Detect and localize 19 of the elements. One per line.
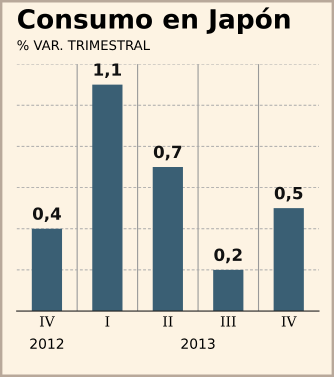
text: 2013	[181, 338, 215, 349]
x-tick-label: III	[220, 316, 236, 326]
bar	[32, 228, 62, 312]
x-tick-label: II	[163, 316, 173, 326]
chart-title: Consumo en Japón	[18, 7, 290, 34]
data-label: 1,1	[94, 63, 121, 78]
data-label: 0,5	[274, 186, 302, 202]
x-tick-label: IV	[282, 316, 297, 326]
data-label: 0,2	[214, 248, 242, 264]
data-label: 0,4	[32, 207, 61, 222]
data-label: 0,7	[154, 146, 182, 160]
bar	[152, 166, 183, 312]
x-tick-label: I	[105, 316, 110, 326]
bar	[274, 208, 304, 312]
bar	[213, 270, 244, 312]
bar	[92, 84, 122, 312]
text: 2012	[30, 338, 64, 349]
x-tick-label: IV	[40, 316, 55, 326]
chart-subtitle: % VAR. TRIMESTRAL	[17, 40, 150, 50]
